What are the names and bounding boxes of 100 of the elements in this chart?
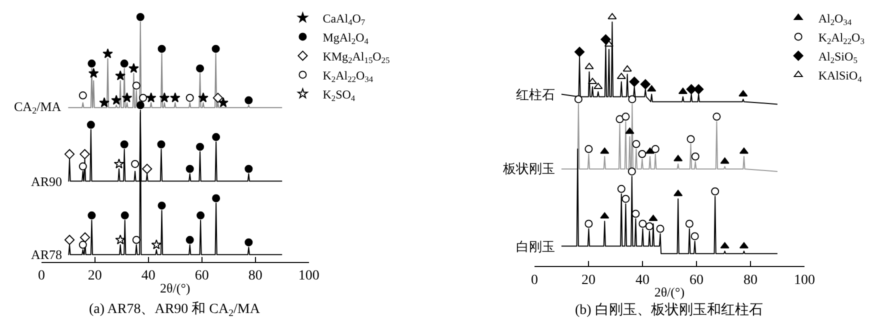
x-tick-label: 60 [689,272,704,288]
x-tick-label: 80 [743,272,758,288]
legend-label: Al$_{2}$O$_{34}$ [818,11,852,27]
point [691,152,700,160]
text: (b) 白刚玉、板状刚玉和红柱石 [575,302,763,318]
series-label: AR78 [31,247,62,262]
point [196,142,204,151]
point [120,60,128,68]
point [218,97,228,108]
point [212,44,220,53]
point [629,76,640,87]
point [632,140,640,148]
x-tick-label: 40 [141,268,156,284]
series-label: AR90 [31,174,62,189]
point [685,220,694,228]
point [712,112,721,121]
x-tick-label: 40 [635,272,650,288]
point [128,63,139,73]
legend-label: MgAl$_{2}$O$_{4}$ [322,30,370,46]
point [588,78,598,84]
point [80,149,90,160]
point [584,145,593,154]
point [616,72,626,80]
point [136,101,144,110]
point [78,162,87,170]
point [594,82,603,90]
point [656,224,664,233]
point [196,64,204,72]
point [111,94,122,105]
x-tick-label: 0 [38,268,45,284]
point [600,212,610,219]
point [170,92,180,102]
point [584,62,594,70]
x-tick-label: 100 [794,272,815,288]
point [186,236,194,244]
point [212,133,220,142]
point [102,48,113,58]
point [686,135,695,144]
point [122,92,132,102]
point [136,13,144,22]
point [648,214,658,222]
point [244,164,253,173]
point [574,46,585,57]
point [88,211,96,220]
point [638,150,646,158]
point [86,120,95,129]
series-label: 红柱石 [516,87,555,102]
x-axis-title: 2θ/(°) [654,284,685,300]
point [139,94,148,102]
x-tick-label: 80 [248,268,262,284]
point [186,94,194,102]
point [690,232,699,240]
point [720,157,730,164]
x-tick-label: 20 [581,272,596,288]
x-axis-title: 2θ/(°) [160,280,190,296]
text: (a) AR78、AR90 和 CA$_{2}$/MA [89,301,261,319]
x-tick-label: 20 [88,268,102,284]
x-tick-label: 100 [298,268,320,284]
x-tick-label: 60 [194,268,209,284]
series-label: 板状刚玉 [502,161,555,176]
point [131,160,140,168]
point [622,112,630,121]
point [146,92,156,102]
point [694,84,704,94]
point [78,240,87,249]
point [616,115,624,124]
point [638,220,647,228]
point [640,79,650,90]
point [604,40,614,47]
point [196,211,205,220]
point [151,239,162,250]
point [157,140,166,148]
point [617,184,626,193]
point [120,211,129,220]
point [159,92,170,102]
point [622,65,632,72]
point [158,44,166,53]
point [584,220,593,228]
point [142,164,152,174]
point [628,95,636,104]
point [600,34,611,44]
point [132,236,140,244]
point [120,140,128,148]
legend-label: K$_{2}$SO$_{4}$ [322,87,356,103]
point [115,70,126,80]
point [132,82,140,90]
point [632,210,640,218]
legend-label: K$_{2}$Al$_{22}$O$_{34}$ [322,68,374,84]
point [651,145,660,154]
point [212,92,223,103]
point [674,190,683,196]
point [158,202,166,210]
point [645,222,654,230]
point [198,92,208,102]
legend-label: K$_{2}$Al$_{22}$O$_{3}$ [818,30,864,46]
point [628,167,636,176]
point [64,234,75,245]
point [80,232,90,242]
series-label: 白刚玉 [516,239,555,254]
x-tick-label: 0 [530,272,538,288]
